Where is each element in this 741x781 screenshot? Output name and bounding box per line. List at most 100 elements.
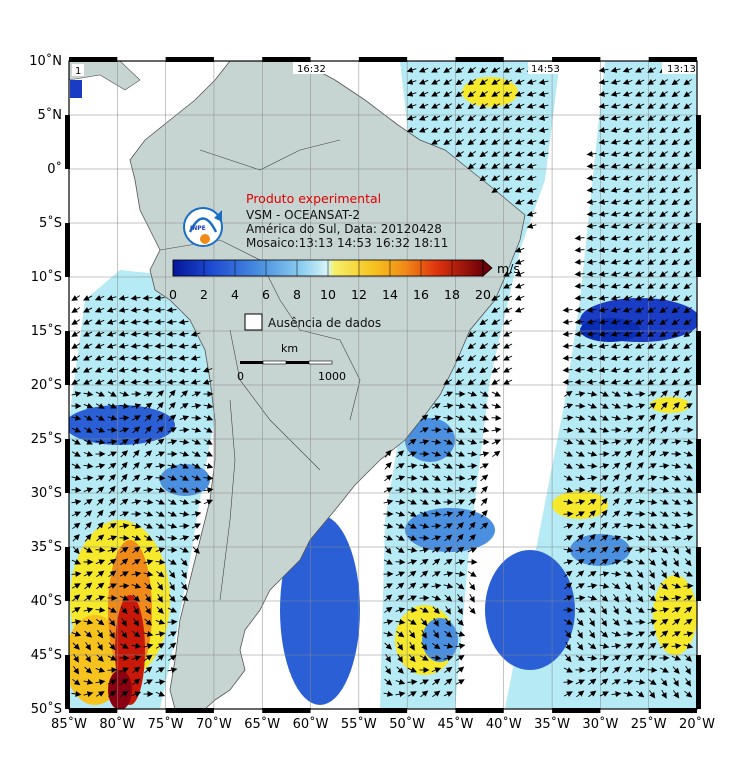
longitude-labels: 85˚W 80˚W 75˚W 70˚W 65˚W 60˚W 55˚W 50˚W 45˚W 40˚W… [51, 716, 715, 732]
wind-arrow [587, 439, 597, 445]
wind-arrow [683, 379, 692, 386]
colorbar-tick-label: 20 [475, 287, 491, 302]
wind-arrow [468, 521, 476, 530]
wind-arrow [94, 355, 105, 361]
wind-arrow [563, 487, 574, 493]
wind-arrow [635, 187, 645, 193]
wind-arrow [612, 485, 620, 494]
wind-arrow [432, 606, 440, 614]
wind-arrow [622, 199, 633, 205]
wind-arrow [659, 199, 669, 206]
wind-arrow [503, 295, 513, 301]
wind-arrow [83, 487, 94, 493]
wind-arrow [671, 379, 680, 386]
longitude-label: 80˚W [99, 716, 135, 732]
wind-arrow [166, 354, 177, 361]
wind-arrow [598, 246, 609, 253]
wind-arrow [71, 486, 82, 493]
wind-arrow [179, 487, 189, 493]
wind-arrow [168, 594, 176, 603]
wind-arrow [467, 547, 478, 553]
wind-arrow [611, 414, 622, 421]
wind-arrow [179, 463, 189, 469]
wind-arrow [168, 401, 176, 410]
wind-arrow [600, 522, 608, 530]
wind-arrow [166, 330, 177, 337]
wind-arrow [467, 139, 476, 146]
wind-arrow [598, 138, 609, 145]
wind-arrow [84, 630, 93, 638]
wind-arrow [647, 223, 657, 229]
wind-arrow [396, 594, 405, 602]
wind-arrow [598, 66, 609, 73]
wind-arrow [467, 103, 476, 110]
wind-arrow [71, 295, 81, 301]
wind-arrow [178, 354, 189, 361]
wind-arrow [635, 139, 645, 145]
frame-bar [552, 57, 601, 62]
wind-arrow [610, 90, 621, 97]
wind-arrow [443, 451, 453, 457]
wind-arrow [671, 331, 680, 338]
wind-arrow [514, 271, 525, 277]
wind-arrow [145, 593, 151, 603]
wind-arrow [671, 235, 680, 242]
wind-arrow [514, 187, 525, 193]
wind-arrow [95, 475, 105, 481]
wind-arrow [659, 139, 669, 146]
wind-arrow [598, 294, 609, 301]
wind-arrow [419, 462, 430, 469]
longitude-label: 75˚W [148, 716, 184, 732]
wind-arrow [622, 295, 633, 301]
wind-arrow [156, 606, 164, 614]
wind-arrow [131, 499, 142, 506]
wind-arrow [538, 78, 549, 85]
wind-arrow [683, 583, 694, 590]
wind-arrow [154, 330, 165, 337]
wind-arrow [406, 78, 417, 85]
wind-arrow [635, 67, 645, 73]
wind-arrow [562, 318, 573, 325]
wind-arrow [407, 463, 418, 470]
wind-arrow [94, 367, 105, 373]
wind-arrow [107, 607, 117, 613]
wind-arrow [181, 569, 187, 579]
wind-arrow [455, 559, 466, 565]
wind-arrow [443, 115, 453, 121]
wind-arrow [467, 79, 476, 86]
wind-arrow [635, 607, 645, 613]
wind-arrow [659, 367, 669, 374]
wind-arrow [601, 605, 607, 615]
wind-arrow [166, 318, 177, 325]
wind-arrow [574, 234, 585, 241]
wind-arrow [671, 475, 682, 481]
wind-arrow [479, 331, 488, 338]
wind-arrow [647, 199, 657, 205]
wind-arrow [131, 522, 142, 529]
wind-arrow [671, 607, 681, 613]
wind-arrow [395, 618, 406, 625]
wind-arrow [84, 594, 93, 601]
wind-arrow [673, 557, 679, 567]
wind-arrow [611, 535, 622, 542]
wind-arrow [673, 546, 680, 555]
latitude-label: 45˚S [31, 647, 62, 663]
wind-arrow [623, 402, 634, 409]
wind-arrow [94, 319, 105, 325]
longitude-label: 55˚W [341, 716, 377, 732]
wind-arrow [635, 319, 645, 325]
wind-arrow [598, 210, 609, 217]
wind-arrow [71, 583, 81, 589]
wind-arrow [71, 607, 81, 613]
wind-arrow [155, 523, 165, 529]
wind-arrow [587, 427, 597, 433]
wind-arrow [96, 509, 104, 518]
wind-arrow [131, 571, 142, 578]
wind-arrow [683, 175, 692, 182]
wind-arrow [574, 270, 585, 277]
wind-arrow [526, 126, 537, 133]
wind-arrow [671, 367, 680, 374]
wind-arrow [455, 91, 464, 98]
wind-arrow [564, 570, 573, 577]
wind-arrow [671, 355, 680, 362]
